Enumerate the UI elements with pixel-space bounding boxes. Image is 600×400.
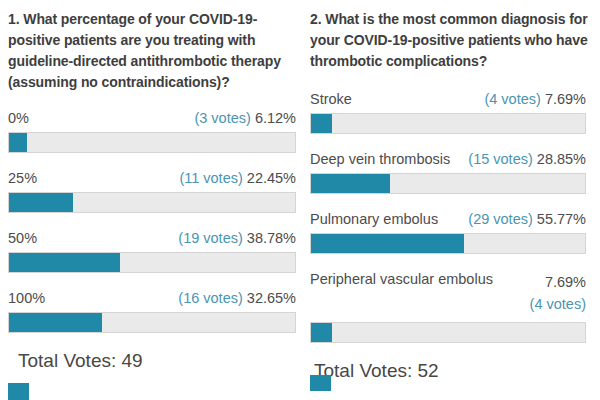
bar-track — [8, 252, 296, 273]
votes-count: (16 votes) — [178, 290, 242, 306]
percent-value: 6.12% — [255, 110, 296, 126]
bar-fill — [9, 253, 120, 272]
votes-count: (4 votes) — [484, 91, 540, 107]
poll-option-row: 50% (19 votes) 38.78% — [8, 230, 296, 273]
bar-fill — [9, 133, 27, 152]
percent-value: 22.45% — [247, 170, 296, 186]
bar-fill — [311, 174, 390, 193]
votes-count: (19 votes) — [178, 230, 242, 246]
option-label: Deep vein thrombosis — [310, 151, 450, 167]
percent-value: 7.69% — [545, 91, 586, 107]
votes-count: (15 votes) — [468, 151, 532, 167]
percent-value: 55.77% — [537, 211, 586, 227]
percent-value: 38.78% — [247, 230, 296, 246]
poll-question: 2. What is the most common diagnosis for… — [310, 9, 600, 72]
bar-track — [310, 113, 586, 134]
option-label: 0% — [8, 110, 29, 126]
option-label: 50% — [8, 230, 37, 246]
option-label: Stroke — [310, 91, 352, 107]
poll-question: 1. What percentage of your COVID-19-posi… — [8, 9, 296, 93]
bar-track — [8, 312, 296, 333]
percent-value: 7.69% — [545, 271, 586, 293]
poll-option-row: Peripheral vascular embolus 7.69%(4 vote… — [310, 271, 586, 343]
bar-fill — [311, 234, 464, 253]
option-label: Peripheral vascular embolus — [310, 271, 493, 287]
total-votes: Total Votes: 49 — [18, 350, 296, 372]
votes-count: (4 votes) — [530, 293, 586, 315]
cutoff-bar-fragment — [310, 375, 331, 391]
poll-2: 2. What is the most common diagnosis for… — [310, 9, 586, 382]
poll-option-row: 25% (11 votes) 22.45% — [8, 170, 296, 213]
option-label: Pulmonary embolus — [310, 211, 438, 227]
percent-value: 28.85% — [537, 151, 586, 167]
bar-track — [310, 233, 586, 254]
bar-fill — [9, 313, 102, 332]
option-label: 25% — [8, 170, 37, 186]
option-label: 100% — [8, 290, 45, 306]
poll-results-panel: 1. What percentage of your COVID-19-posi… — [0, 0, 600, 382]
bar-fill — [9, 193, 73, 212]
bar-track — [310, 173, 586, 194]
percent-value: 32.65% — [247, 290, 296, 306]
votes-count: (11 votes) — [179, 170, 242, 186]
poll-option-row: 0% (3 votes) 6.12% — [8, 110, 296, 153]
bar-fill — [311, 114, 332, 133]
poll-option-row: Pulmonary embolus (29 votes) 55.77% — [310, 211, 586, 254]
cutoff-bar-fragment — [8, 383, 29, 400]
bar-track — [8, 192, 296, 213]
poll-option-row: Stroke (4 votes) 7.69% — [310, 91, 586, 134]
total-votes: Total Votes: 52 — [314, 360, 586, 382]
votes-count: (3 votes) — [194, 110, 250, 126]
poll-option-row: 100% (16 votes) 32.65% — [8, 290, 296, 333]
votes-count: (29 votes) — [468, 211, 532, 227]
bar-track — [310, 322, 586, 343]
bar-track — [8, 132, 296, 153]
poll-1: 1. What percentage of your COVID-19-posi… — [8, 9, 296, 382]
bar-fill — [311, 323, 332, 342]
poll-option-row: Deep vein thrombosis (15 votes) 28.85% — [310, 151, 586, 194]
